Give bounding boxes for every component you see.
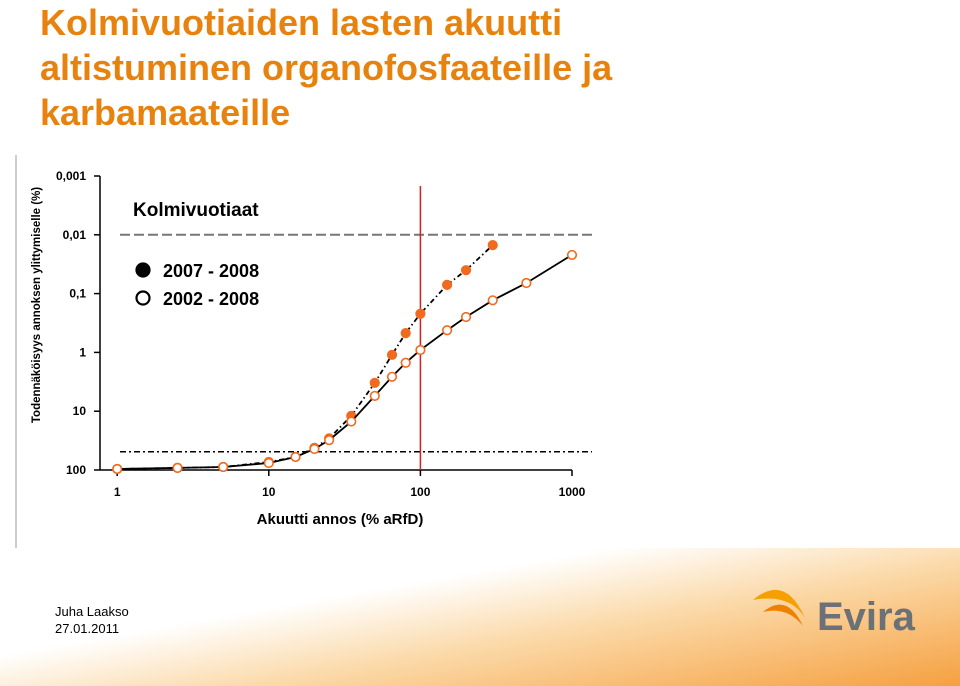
- x-axis-label: Akuutti annos (% aRfD): [257, 511, 424, 528]
- data-point: [521, 277, 532, 289]
- y-tick-label: 0,01: [63, 228, 87, 242]
- legend-label: 2002 - 2008: [163, 289, 259, 309]
- data-point: [290, 451, 301, 463]
- data-point: [566, 249, 578, 261]
- y-tick-label: 0,001: [56, 169, 86, 183]
- data-point: [386, 349, 398, 360]
- data-point: [324, 434, 335, 446]
- chart: Todennäköisyys annoksen ylittymiselle (%…: [15, 155, 592, 548]
- data-point: [309, 443, 320, 455]
- slide-title: Kolmivuotiaiden lasten akuutti altistumi…: [40, 2, 613, 133]
- legend-marker: [135, 290, 151, 306]
- data-point: [487, 240, 498, 251]
- x-tick-label: 1000: [559, 485, 586, 499]
- series-line: [117, 254, 573, 470]
- legend-marker: [135, 262, 151, 278]
- data-point: [369, 390, 380, 402]
- data-point: [460, 265, 472, 276]
- x-tick-label: 1: [114, 485, 121, 499]
- data-point: [441, 279, 453, 290]
- author: Juha Laakso: [55, 604, 129, 619]
- logo: Evira: [753, 589, 916, 638]
- date: 27.01.2011: [55, 621, 120, 636]
- x-tick-label: 10: [262, 485, 276, 499]
- logo-swoosh: [753, 589, 805, 618]
- data-point: [400, 357, 411, 368]
- data-point: [487, 295, 498, 306]
- y-tick-label: 1: [79, 345, 86, 359]
- x-tick-label: 100: [410, 485, 430, 499]
- footer: Juha Laakso 27.01.2011 Evira: [0, 548, 960, 686]
- data-point: [415, 344, 426, 356]
- data-point: [346, 416, 357, 427]
- data-point: [400, 328, 411, 339]
- data-point: [218, 461, 229, 473]
- data-point: [441, 325, 453, 336]
- data-point: [369, 377, 380, 388]
- data-point: [112, 463, 123, 475]
- y-tick-label: 10: [73, 404, 87, 418]
- logo-text: Evira: [817, 595, 916, 638]
- y-tick-label: 100: [66, 463, 86, 477]
- legend-label: 2007 - 2008: [163, 261, 259, 281]
- data-point: [172, 462, 183, 473]
- y-axis-label: Todennäköisyys annoksen ylittymiselle (%…: [31, 187, 43, 423]
- y-tick-label: 0,1: [69, 287, 86, 301]
- data-point: [460, 311, 472, 323]
- data-point: [415, 308, 426, 319]
- logo-swoosh: [763, 604, 803, 626]
- data-point: [263, 457, 274, 469]
- data-point: [386, 371, 398, 382]
- chart-title: Kolmivuotiaat: [133, 200, 259, 221]
